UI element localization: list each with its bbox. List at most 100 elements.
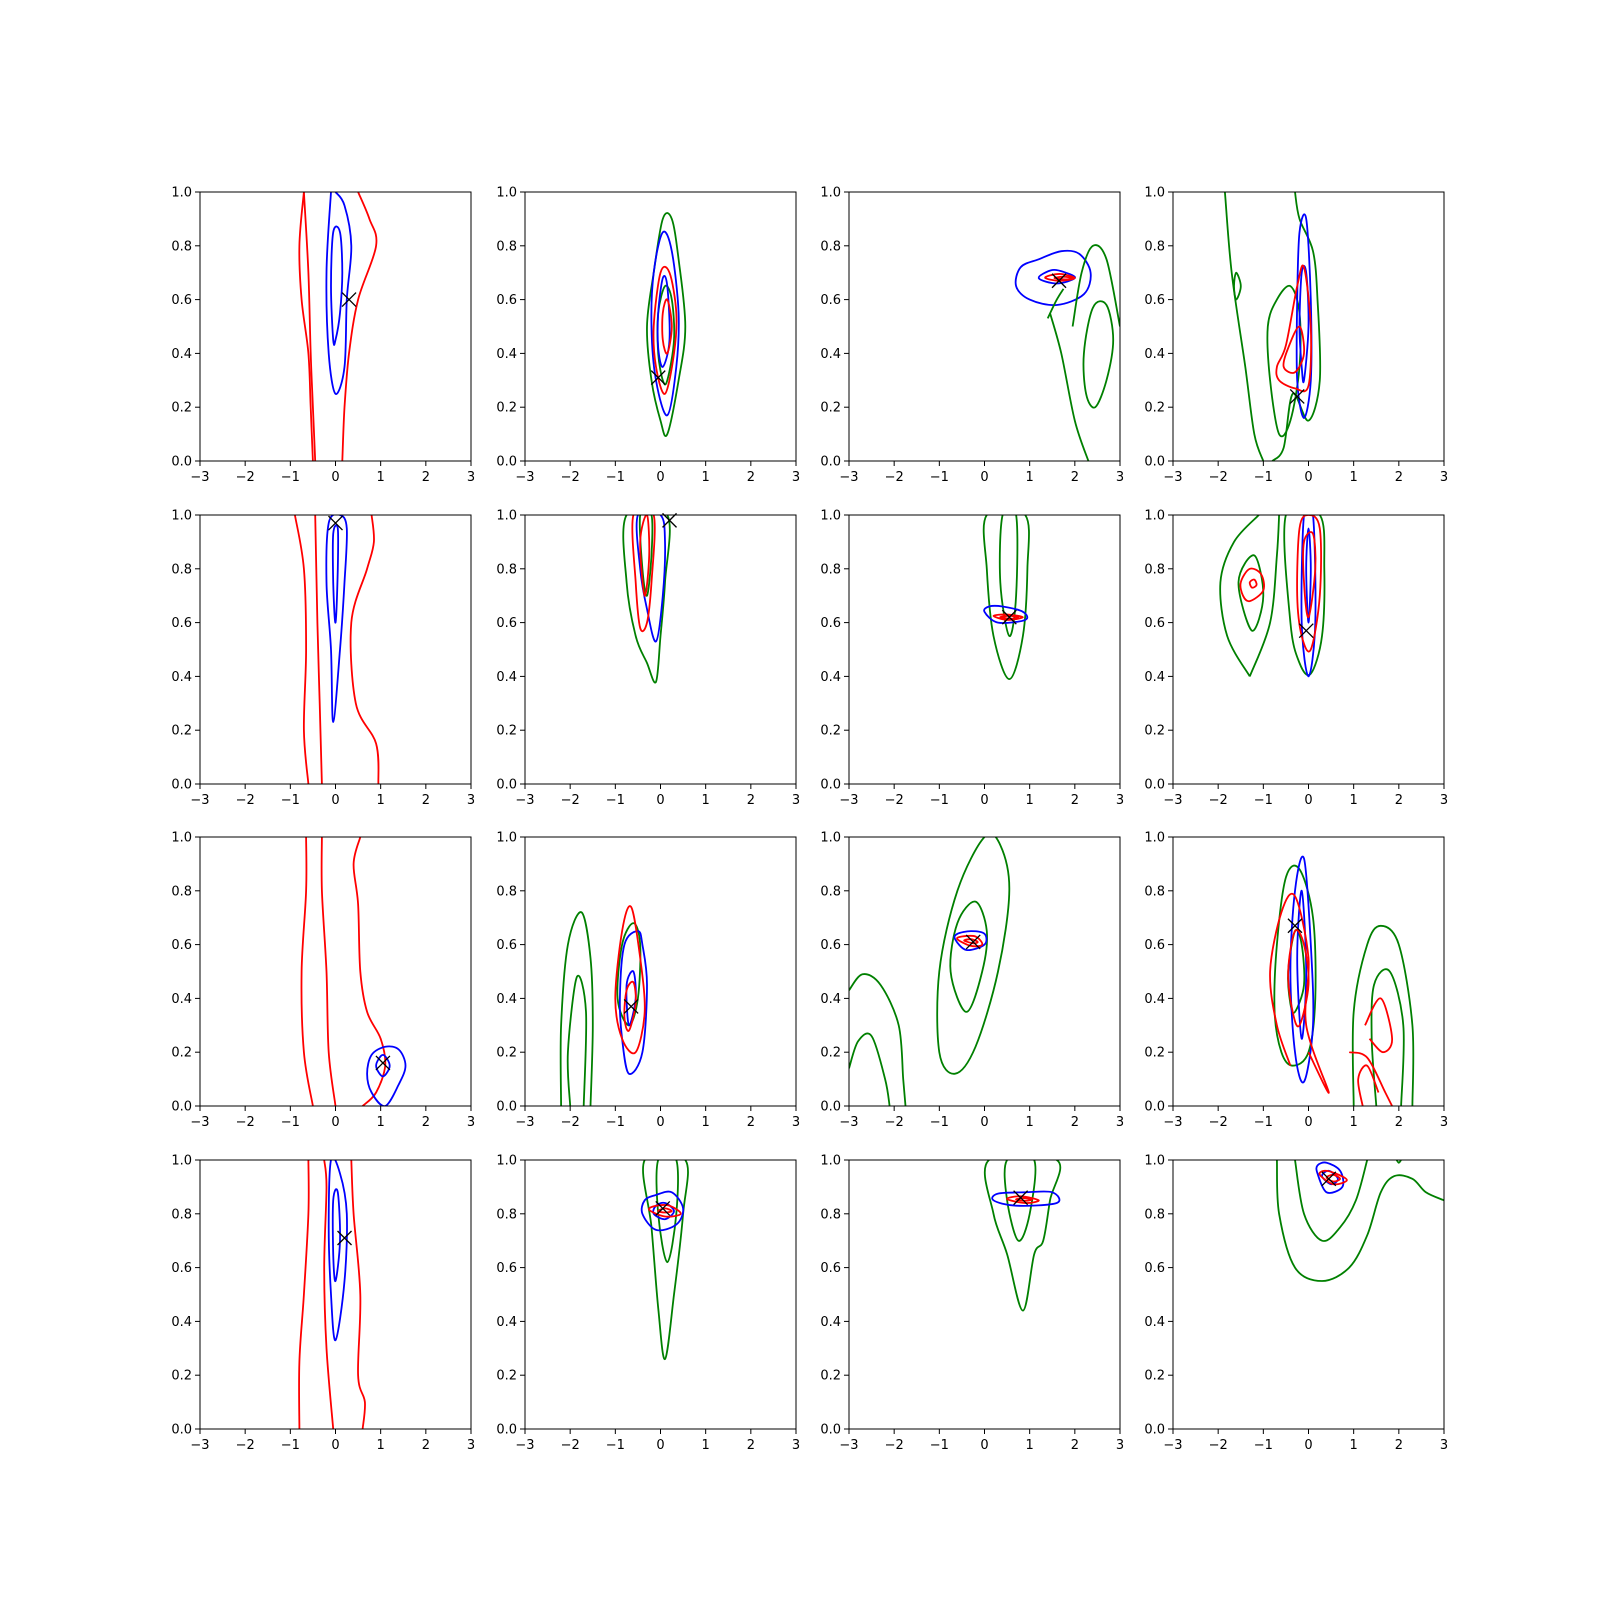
x-tick-label: 1	[1026, 470, 1034, 485]
green-contour-1	[642, 1160, 689, 1361]
y-tick-label: 0.8	[496, 884, 517, 899]
sample-marker	[1001, 609, 1017, 625]
green-contour-4	[1266, 284, 1302, 438]
subplot-9: −3 −2 −1 0 1 2 3 0.0 0.2 0.4 0.6 0.8 1.0	[171, 831, 475, 1131]
marker-stroke	[337, 1230, 352, 1246]
red-contour-5	[648, 1204, 682, 1218]
y-tick-label: 0.2	[820, 401, 841, 416]
marker-stroke	[375, 1055, 391, 1071]
x-tick-label: 2	[422, 793, 430, 808]
axes-frame	[199, 1159, 472, 1430]
blue-contour-4	[325, 192, 353, 395]
y-tick-label: 0.4	[496, 347, 517, 362]
sample-marker	[328, 515, 343, 531]
x-tick-label: 0	[656, 1115, 664, 1130]
x-tick-label: 0	[1304, 1438, 1312, 1453]
green-contour-2	[656, 284, 676, 386]
red-contour-10	[1348, 1051, 1393, 1106]
x-tick-label: −2	[885, 1438, 904, 1453]
y-tick-label: 0.0	[496, 1423, 517, 1438]
y-tick-label: 1.0	[1144, 831, 1165, 846]
y-tick-label: 0.4	[496, 670, 517, 685]
y-tick-label: 0.0	[496, 778, 517, 793]
x-tick-label: 3	[1440, 470, 1448, 485]
green-contour-2	[638, 515, 654, 597]
y-tick-label: 0.6	[820, 293, 841, 308]
y-tick-label: 0.4	[496, 1315, 517, 1330]
x-tick-label: 0	[656, 470, 664, 485]
red-contour-2	[349, 515, 380, 784]
y-tick-label: 0.8	[820, 239, 841, 254]
x-tick-label: 3	[792, 470, 800, 485]
y-tick-label: 0.4	[171, 347, 192, 362]
green-contour-3	[1395, 1160, 1402, 1164]
contour-layer	[983, 1160, 1062, 1312]
y-tick-label: 0.0	[1144, 1100, 1165, 1115]
marker-stroke	[650, 370, 666, 386]
blue-contour-4	[656, 275, 671, 368]
marker-stroke	[1289, 388, 1305, 404]
y-tick-label: 0.0	[496, 1100, 517, 1115]
x-tick-label: −1	[606, 1438, 625, 1453]
red-contour-1	[298, 1160, 310, 1429]
x-tick-label: 3	[467, 470, 475, 485]
subplot-2: −3 −2 −1 0 1 2 3 0.0 0.2 0.4 0.6 0.8 1.0	[496, 186, 800, 486]
x-tick-label: 2	[1395, 793, 1403, 808]
blue-contour-5	[331, 524, 340, 624]
contour-layer	[1014, 244, 1120, 461]
sample-marker	[1298, 623, 1314, 639]
sample-marker	[1321, 1171, 1337, 1187]
red-contour-5	[639, 515, 651, 597]
y-tick-label: 0.2	[820, 1046, 841, 1061]
red-contour-8	[1287, 929, 1310, 1028]
red-contour-3	[1044, 273, 1076, 282]
x-tick-label: −3	[190, 793, 209, 808]
axes-frame	[1172, 514, 1445, 785]
y-tick-label: 0.6	[820, 1261, 841, 1276]
y-tick-label: 0.8	[820, 884, 841, 899]
y-tick-label: 0.8	[820, 1207, 841, 1222]
green-contour-8	[1082, 300, 1115, 409]
y-tick-label: 0.0	[1144, 778, 1165, 793]
blue-contour-3	[991, 1190, 1061, 1207]
blue-contour-5	[375, 1054, 391, 1078]
subplot-16: −3 −2 −1 0 1 2 3 0.0 0.2 0.4 0.6 0.8 1.0	[1144, 1154, 1448, 1454]
red-contour-7	[1269, 892, 1330, 1094]
x-tick-label: −3	[190, 470, 209, 485]
sample-marker	[1013, 1190, 1029, 1206]
x-tick-label: 3	[792, 1115, 800, 1130]
x-tick-label: 0	[331, 470, 339, 485]
x-tick-label: 3	[1116, 470, 1124, 485]
red-contour-3	[303, 192, 317, 461]
x-tick-label: −2	[1209, 793, 1228, 808]
y-tick-label: 0.2	[496, 1369, 517, 1384]
x-tick-label: 0	[980, 793, 988, 808]
y-tick-label: 0.4	[171, 670, 192, 685]
y-tick-label: 0.4	[820, 347, 841, 362]
subplot-11: −3 −2 −1 0 1 2 3 0.0 0.2 0.4 0.6 0.8 1.0	[820, 831, 1124, 1131]
contour-layer	[982, 515, 1030, 680]
x-tick-label: −3	[839, 1438, 858, 1453]
x-tick-label: −1	[606, 793, 625, 808]
y-tick-label: 0.0	[496, 455, 517, 470]
y-tick-label: 0.8	[496, 562, 517, 577]
y-tick-label: 0.0	[820, 1423, 841, 1438]
x-tick-label: −2	[885, 1115, 904, 1130]
red-contour-9	[1364, 997, 1394, 1054]
y-tick-label: 0.0	[171, 455, 192, 470]
x-tick-label: 3	[467, 793, 475, 808]
axes-frame	[848, 191, 1121, 462]
marker-stroke	[662, 512, 677, 528]
x-tick-label: −3	[839, 793, 858, 808]
y-tick-label: 0.2	[1144, 724, 1165, 739]
red-contour-3	[314, 515, 323, 784]
y-tick-label: 0.8	[1144, 884, 1165, 899]
marker-stroke	[1013, 1190, 1029, 1206]
x-tick-label: −2	[236, 793, 255, 808]
y-tick-label: 1.0	[496, 1154, 517, 1169]
blue-contour-5	[330, 225, 344, 346]
x-tick-label: −2	[561, 470, 580, 485]
subplot-15: −3 −2 −1 0 1 2 3 0.0 0.2 0.4 0.6 0.8 1.0	[820, 1154, 1124, 1454]
y-tick-label: 0.4	[820, 670, 841, 685]
